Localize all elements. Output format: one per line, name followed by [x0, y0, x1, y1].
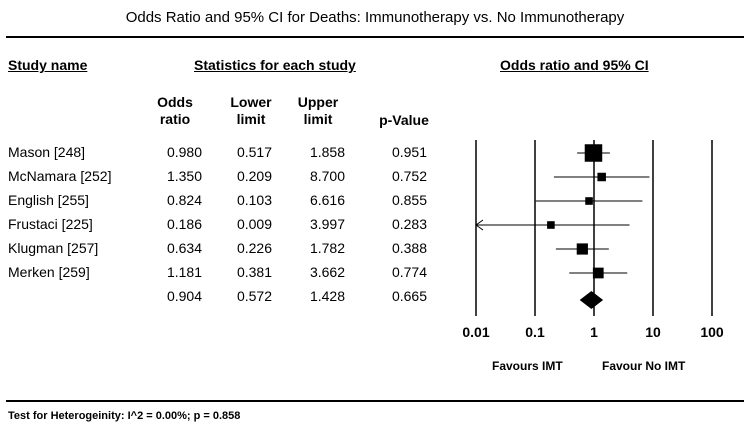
column-header: Upper limit [297, 94, 339, 127]
study-name: Frustaci [225] [8, 216, 93, 232]
favours-right-label: Favour No IMT [602, 359, 686, 373]
plot-header: Odds ratio and 95% CI [500, 57, 649, 73]
stat-cell-upper: 6.616 [309, 192, 345, 208]
stat-cell-p: 0.388 [391, 240, 427, 256]
study-name: Mason [248] [8, 144, 86, 160]
stat-cell-lower: 0.209 [236, 168, 272, 184]
stat-cell-p: 0.283 [391, 216, 427, 232]
study-marker [584, 144, 603, 162]
ci-arrow [475, 219, 484, 231]
study-marker [547, 221, 555, 229]
column-header: Odds ratio [157, 94, 193, 127]
study-name: Merken [259] [8, 264, 90, 280]
x-tick-label: 100 [700, 324, 724, 340]
top-rule [6, 36, 744, 38]
x-tick-label: 1 [590, 324, 598, 340]
stat-cell-or: 1.181 [166, 264, 202, 280]
stat-cell-upper: 1.428 [309, 288, 345, 304]
stat-cell-p: 0.752 [391, 168, 427, 184]
study-name: McNamara [252] [8, 168, 112, 184]
study-name-header: Study name [8, 57, 88, 73]
stat-cell-p: 0.951 [391, 144, 427, 160]
x-tick-label: 0.01 [462, 324, 489, 340]
bottom-rule [6, 400, 744, 402]
summary-diamond [579, 291, 604, 309]
x-tick-label: 0.1 [525, 324, 545, 340]
stat-cell-or: 0.904 [166, 288, 202, 304]
stat-cell-or: 0.980 [166, 144, 202, 160]
stat-cell-lower: 0.381 [236, 264, 272, 280]
stat-cell-p: 0.855 [391, 192, 427, 208]
stat-cell-lower: 0.009 [236, 216, 272, 232]
stat-cell-upper: 1.858 [309, 144, 345, 160]
stat-cell-upper: 1.782 [309, 240, 345, 256]
study-name: Klugman [257] [8, 240, 99, 256]
stat-cell-p: 0.774 [391, 264, 427, 280]
heterogeneity-footer: Test for Heterogeinity: I^2 = 0.00%; p =… [8, 410, 241, 422]
study-marker [592, 267, 604, 279]
stat-cell-or: 0.186 [166, 216, 202, 232]
chart-title: Odds Ratio and 95% CI for Deaths: Immuno… [125, 9, 625, 26]
stat-cell-or: 1.350 [166, 168, 202, 184]
column-header: p-Value [379, 112, 429, 128]
stat-cell-lower: 0.517 [236, 144, 272, 160]
study-marker [585, 197, 593, 205]
favours-left-label: Favours IMT [492, 359, 563, 373]
stat-cell-lower: 0.572 [236, 288, 272, 304]
study-marker [576, 243, 588, 255]
stat-cell-lower: 0.226 [236, 240, 272, 256]
stat-cell-or: 0.824 [166, 192, 202, 208]
x-tick-label: 10 [645, 324, 661, 340]
stat-cell-lower: 0.103 [236, 192, 272, 208]
statistics-header: Statistics for each study [194, 57, 356, 73]
stat-cell-upper: 3.997 [309, 216, 345, 232]
stat-cell-upper: 8.700 [309, 168, 345, 184]
study-name: English [255] [8, 192, 89, 208]
stat-cell-upper: 3.662 [309, 264, 345, 280]
column-header: Lower limit [230, 94, 272, 127]
stat-cell-or: 0.634 [166, 240, 202, 256]
study-marker [597, 172, 606, 182]
stat-cell-p: 0.665 [391, 288, 427, 304]
